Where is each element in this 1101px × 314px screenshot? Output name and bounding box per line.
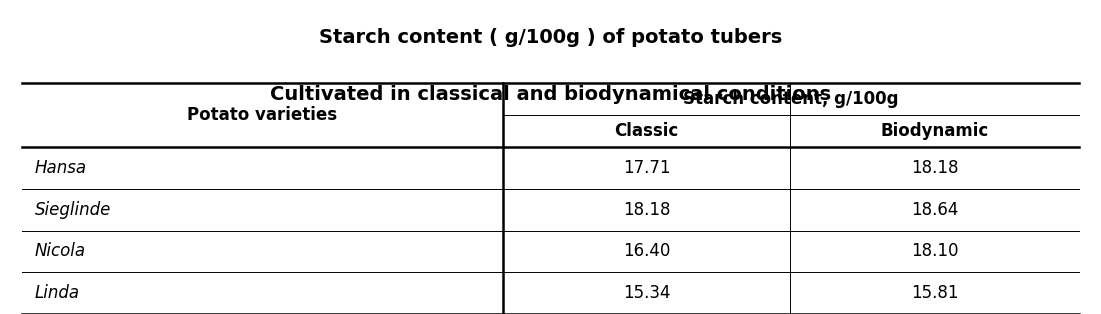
Text: Biodynamic: Biodynamic bbox=[881, 122, 989, 140]
Text: 17.71: 17.71 bbox=[623, 159, 671, 177]
Text: 18.18: 18.18 bbox=[911, 159, 959, 177]
Text: Classic: Classic bbox=[614, 122, 679, 140]
Text: Sieglinde: Sieglinde bbox=[35, 201, 111, 219]
Text: Starch content ( g/100g ) of potato tubers: Starch content ( g/100g ) of potato tube… bbox=[319, 28, 782, 47]
Text: Potato varieties: Potato varieties bbox=[187, 106, 338, 124]
Text: 18.10: 18.10 bbox=[911, 242, 959, 261]
Text: 15.81: 15.81 bbox=[911, 284, 959, 302]
Text: 15.34: 15.34 bbox=[623, 284, 671, 302]
Text: 16.40: 16.40 bbox=[623, 242, 671, 261]
Text: Starch content, g/100g: Starch content, g/100g bbox=[684, 90, 898, 108]
Text: 18.64: 18.64 bbox=[911, 201, 958, 219]
Text: Linda: Linda bbox=[35, 284, 80, 302]
Text: 18.18: 18.18 bbox=[623, 201, 671, 219]
Text: Hansa: Hansa bbox=[35, 159, 87, 177]
Text: Cultivated in classical and biodynamical conditions: Cultivated in classical and biodynamical… bbox=[270, 85, 831, 104]
Text: Nicola: Nicola bbox=[35, 242, 86, 261]
